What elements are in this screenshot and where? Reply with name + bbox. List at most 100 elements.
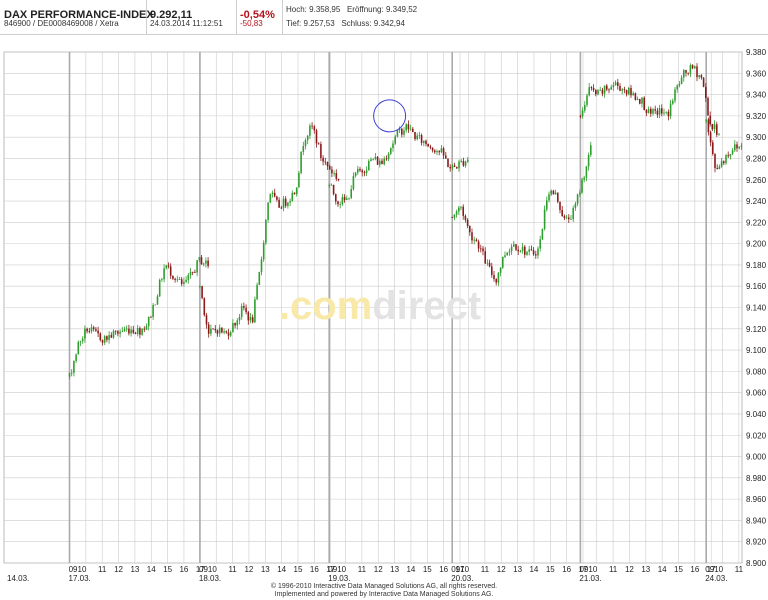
candle-body (563, 216, 566, 218)
candle-body (354, 172, 357, 177)
candle-body (128, 328, 130, 334)
candle-body (202, 263, 205, 265)
candle-body (245, 307, 247, 313)
x-hour-label: 17 (579, 565, 588, 574)
candle-body (449, 166, 451, 169)
candle-body (368, 160, 370, 171)
candle-body (119, 331, 121, 334)
candle-body (546, 200, 548, 210)
candle-body (445, 155, 447, 159)
candle-body (216, 330, 219, 334)
candle-body (689, 65, 692, 74)
candle-body (574, 203, 577, 209)
candle-body (374, 156, 377, 159)
candle-body (581, 179, 583, 193)
candle-body (163, 268, 165, 280)
candle-body (136, 328, 139, 334)
candle-body (174, 278, 176, 280)
candle-body (103, 336, 106, 343)
candle-body (341, 197, 344, 205)
candle-body (363, 172, 366, 173)
candle-body (508, 251, 511, 253)
footer: © 1996-2010 Interactive Data Managed Sol… (0, 583, 768, 599)
candle-body (178, 279, 181, 280)
candle-body (451, 165, 454, 169)
candle-body (361, 170, 363, 173)
candle-body (537, 248, 539, 256)
candle-body (331, 169, 333, 174)
candle-body (189, 271, 192, 276)
candle-body (350, 189, 352, 198)
candle-body (705, 86, 707, 98)
candle-body (284, 198, 287, 206)
chart-annotations (373, 99, 407, 133)
candle-body (414, 131, 416, 140)
y-tick-label: 9.160 (746, 282, 767, 291)
candle-body (586, 95, 588, 106)
candle-body (326, 162, 329, 167)
candle-body (365, 170, 368, 173)
candle-body (420, 135, 423, 143)
candle-body (543, 209, 546, 229)
x-hour-label: 16 (439, 565, 448, 574)
candle-body (176, 279, 179, 281)
candle-body (267, 202, 269, 220)
candle-body (665, 111, 667, 113)
candle-body (123, 329, 126, 332)
candle-body (588, 87, 590, 96)
candle-body (403, 130, 405, 135)
candle-body (495, 278, 497, 283)
candle-body (570, 219, 572, 220)
candle-body (587, 154, 590, 167)
candle-body (552, 190, 555, 195)
candle-body (407, 124, 410, 130)
candle-body (370, 159, 372, 161)
candle-body (711, 124, 714, 130)
x-hour-label: 16 (562, 565, 571, 574)
candle-body (225, 331, 228, 333)
candle-body (205, 315, 208, 325)
candle-body (669, 103, 672, 117)
candle-body (381, 160, 383, 165)
x-hour-label: 13 (261, 565, 270, 574)
candle-body (506, 252, 508, 256)
candle-body (621, 89, 623, 91)
candle-body (606, 85, 608, 90)
candle-body (75, 354, 77, 362)
candle-body (716, 168, 718, 170)
x-hour-label: 13 (130, 565, 139, 574)
y-tick-label: 9.120 (746, 325, 767, 334)
y-tick-label: 8.980 (746, 474, 767, 483)
candle-body (515, 244, 517, 250)
candle-body (229, 332, 232, 336)
candle-body (396, 130, 399, 137)
open-value: 9.349,52 (385, 5, 418, 14)
candle-body (423, 140, 425, 143)
candle-body (425, 140, 427, 145)
comdirect-watermark: .comdirect (279, 284, 481, 328)
candle-body (328, 166, 331, 170)
candle-body (214, 329, 217, 331)
candle-body (455, 211, 458, 215)
candle-body (462, 161, 465, 166)
candle-body (232, 323, 234, 333)
candle-body (568, 217, 570, 220)
y-tick-label: 9.040 (746, 410, 767, 419)
candle-body (240, 306, 243, 317)
candle-body (579, 192, 581, 195)
x-day-label: 20.03. (451, 574, 473, 583)
candle-body (676, 85, 678, 90)
close-value: 9.342,94 (373, 19, 405, 28)
candle-body (548, 194, 550, 201)
candle-body (576, 194, 579, 204)
candle-body (143, 328, 146, 330)
candle-body (698, 75, 700, 78)
candle-body (287, 202, 289, 206)
candle-body (610, 87, 612, 90)
y-tick-label: 8.960 (746, 495, 767, 504)
candle-body (335, 173, 338, 179)
candle-body (95, 328, 97, 331)
candle-body (581, 110, 584, 117)
candle-body (617, 82, 619, 86)
candle-body (223, 331, 225, 333)
